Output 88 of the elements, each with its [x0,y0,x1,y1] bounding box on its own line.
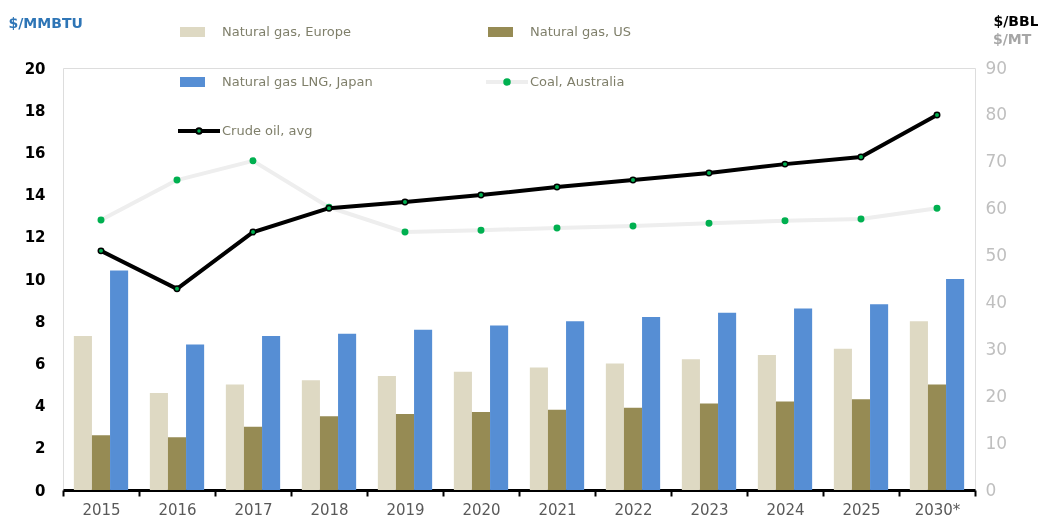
bar [718,312,737,490]
y-tick-label: 18 [24,101,46,120]
y2-tick-label: 60 [985,198,1008,219]
y2-tick-label: 0 [985,479,997,500]
y2-tick-label: 70 [985,151,1008,172]
bar [167,437,187,490]
bar [623,407,643,490]
y2-tick-label: 10 [985,432,1008,453]
y-axis-title: $/MMBTU [8,14,83,31]
y-tick-label: 6 [35,354,46,373]
y-tick-label: 10 [24,270,46,289]
bar [566,321,585,490]
bar [870,304,889,490]
point [705,169,713,177]
bar [927,384,947,490]
x-tick-label: 2024 [766,500,805,519]
bar [225,384,244,490]
y-tick-label: 2 [35,439,46,458]
point [781,160,789,168]
y-tick-label: 20 [24,59,46,78]
point [97,247,105,255]
y2-tick-label: 90 [985,57,1008,78]
legend-label: Natural gas, Europe [222,24,352,39]
x-tick-label: 2016 [158,500,197,519]
bar [490,325,509,490]
x-tick-label: 2030* [914,500,961,519]
bar [73,335,92,490]
y2-tick-label: 30 [985,338,1008,359]
y-tick-label: 0 [35,481,46,500]
bar [110,270,129,490]
bar [699,403,719,490]
bar [605,363,624,490]
y2-tick-label: 80 [985,104,1008,125]
point [553,183,561,191]
x-tick-label: 2018 [310,500,349,519]
x-tick-label: 2020 [462,500,501,519]
point [857,153,865,161]
point [629,176,637,184]
bar [338,333,357,490]
bar [319,416,339,490]
bar [91,435,111,490]
legend-label: Natural gas LNG, Japan [222,74,373,89]
y-tick-label: 16 [24,143,46,162]
point [477,191,485,199]
x-tick-label: 2022 [614,500,653,519]
bar [775,401,795,490]
bar [529,367,548,490]
x-tick-label: 2025 [842,500,881,519]
bar [851,399,871,490]
y-tick-label: 12 [24,228,46,247]
bar [642,316,661,490]
bar [946,279,965,490]
y-tick-label: 14 [24,186,46,205]
y2-tick-label: 40 [985,291,1008,312]
bar [243,426,263,490]
y2-tick-label: 20 [985,385,1008,406]
bar [794,308,813,490]
x-tick-label: 2021 [538,500,577,519]
x-tick-label: 2019 [386,500,425,519]
bar [149,392,168,490]
x-tick-label: 2023 [690,500,729,519]
bar [471,411,491,490]
point [401,198,409,206]
y2-tick-label: 50 [985,245,1008,266]
point [249,228,257,236]
text: $/MT [993,31,1032,47]
bar [186,344,205,490]
y2-axis-title: $/BBL [993,12,1038,29]
legend-label: Coal, Australia [530,74,625,89]
bar [757,354,776,490]
bar [301,380,320,490]
bar [395,414,415,490]
bar [377,376,396,490]
bar [681,359,700,490]
legend-label: Natural gas, US [530,24,632,39]
point [933,111,941,119]
bar [453,371,472,490]
y-tick-label: 4 [35,397,46,416]
bar [909,321,928,490]
bar [547,409,567,490]
legend-label: Crude oil, avg [222,123,313,138]
bar [414,329,433,490]
y-tick-label: 8 [35,312,46,331]
point [173,285,181,293]
x-tick-label: 2017 [234,500,273,519]
x-tick-label: 2015 [82,500,121,519]
bar [833,348,852,490]
bar [262,335,281,490]
